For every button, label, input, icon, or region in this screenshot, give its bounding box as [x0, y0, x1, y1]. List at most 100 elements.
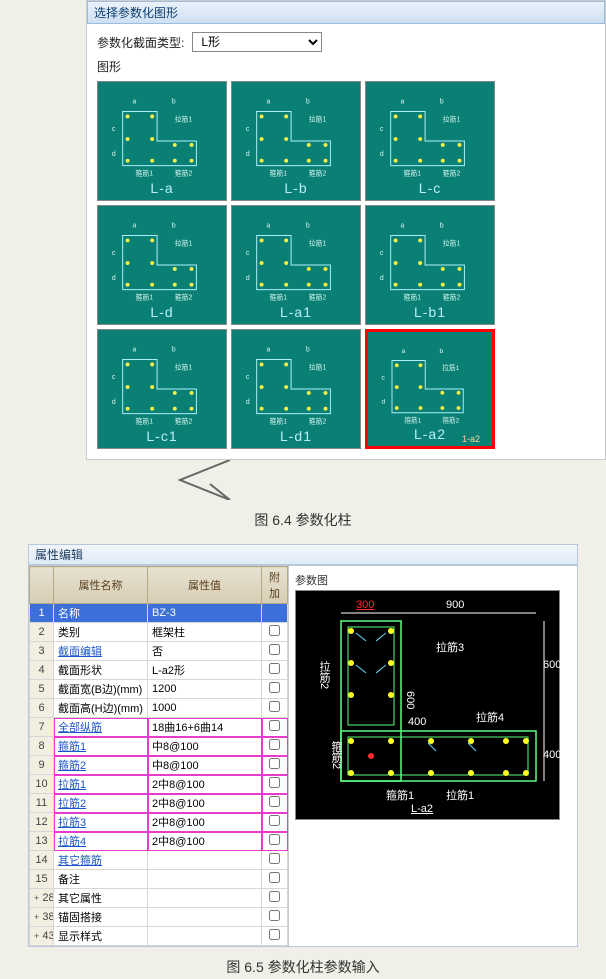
label-l5: 箍筋1 [386, 787, 414, 803]
table-row[interactable]: 15备注 [30, 870, 288, 889]
prop-name-link[interactable]: 箍筋2 [58, 760, 86, 772]
svg-text:d: d [246, 275, 250, 282]
svg-text:d: d [246, 399, 250, 406]
table-row[interactable]: 11 拉筋2 2中8@100 [30, 794, 288, 813]
shape-thumb-L-d[interactable]: ab cd 箍筋1箍筋2 拉筋1 L-d [97, 205, 227, 325]
extra-checkbox[interactable] [269, 796, 280, 807]
section-type-label: 参数化截面类型: [97, 34, 184, 51]
shape-thumb-L-c1[interactable]: ab cd 箍筋1箍筋2 拉筋1 L-c1 [97, 329, 227, 449]
prop-value[interactable]: 框架柱 [152, 627, 185, 639]
shape-thumb-L-a1[interactable]: ab cd 箍筋1箍筋2 拉筋1 L-a1 [231, 205, 361, 325]
label-l3: 拉筋3 [436, 639, 464, 655]
prop-name: 显示样式 [58, 931, 102, 943]
table-row[interactable]: 8箍筋1中8@100 [30, 737, 288, 756]
shape-thumb-L-a[interactable]: ab cd 箍筋1箍筋2 拉筋1 L-a [97, 81, 227, 201]
extra-checkbox[interactable] [269, 891, 280, 902]
row-index: 11 [30, 794, 54, 813]
extra-checkbox[interactable] [269, 758, 280, 769]
prop-value[interactable]: 18曲16+6曲14 [152, 722, 223, 734]
svg-text:a: a [133, 99, 137, 106]
prop-value[interactable]: 1000 [152, 702, 176, 714]
extra-checkbox[interactable] [269, 853, 280, 864]
prop-value[interactable]: 2中8@100 [152, 836, 205, 848]
svg-text:c: c [382, 375, 386, 382]
svg-text:c: c [112, 126, 116, 133]
prop-value[interactable]: 否 [152, 646, 163, 658]
svg-text:箍筋2: 箍筋2 [443, 292, 461, 301]
row-index: 14 [30, 851, 54, 870]
label-bottom: L-a2 [411, 803, 433, 815]
shape-thumb-L-d1[interactable]: ab cd 箍筋1箍筋2 拉筋1 L-d1 [231, 329, 361, 449]
row-index: 10 [30, 775, 54, 794]
prop-name-link[interactable]: 拉筋1 [58, 779, 86, 791]
dim-mid1: 600 [404, 691, 416, 709]
prop-value[interactable]: BZ-3 [152, 607, 176, 619]
prop-name-link[interactable]: 全部纵筋 [58, 722, 102, 734]
prop-name-link[interactable]: 截面编辑 [58, 646, 102, 658]
figure-caption-1: 图 6.4 参数化柱 [0, 510, 606, 530]
prop-value[interactable]: 中8@100 [152, 760, 199, 772]
extra-checkbox[interactable] [269, 872, 280, 883]
extra-checkbox[interactable] [269, 682, 280, 693]
header-value: 属性值 [148, 567, 262, 604]
header-extra: 附加 [262, 567, 288, 604]
table-row[interactable]: + 38锚固搭接 [30, 908, 288, 927]
svg-text:a: a [267, 223, 271, 230]
property-editor-panel: 属性编辑 属性名称 属性值 附加 1名称BZ-32类别框架柱3截面编辑否4截面形… [28, 544, 578, 947]
shape-thumb-L-a2[interactable]: ab cd 箍筋1箍筋2 拉筋1 L-a21-a2 [365, 329, 495, 449]
row-index: + 43 [30, 927, 54, 946]
extra-checkbox[interactable] [269, 834, 280, 845]
table-row[interactable]: 5截面宽(B边)(mm)1200 [30, 680, 288, 699]
table-row[interactable]: + 28其它属性 [30, 889, 288, 908]
table-row[interactable]: 1名称BZ-3 [30, 604, 288, 623]
shape-thumb-L-b1[interactable]: ab cd 箍筋1箍筋2 拉筋1 L-b1 [365, 205, 495, 325]
prop-name-link[interactable]: 拉筋4 [58, 836, 86, 848]
table-row[interactable]: 10 拉筋1 2中8@100 [30, 775, 288, 794]
prop-value[interactable]: 2中8@100 [152, 817, 205, 829]
prop-value[interactable]: 2中8@100 [152, 779, 205, 791]
row-index: 2 [30, 623, 54, 642]
table-row[interactable]: 6截面高(H边)(mm)1000 [30, 699, 288, 718]
section-type-combo[interactable]: L形 [192, 32, 322, 52]
table-row[interactable]: 13拉筋42中8@100 [30, 832, 288, 851]
prop-name-link[interactable]: 其它箍筋 [58, 855, 102, 867]
thumb-label: L-a [98, 180, 226, 196]
prop-value[interactable]: L-a2形 [152, 665, 185, 677]
prop-name-link[interactable]: 拉筋3 [58, 817, 86, 829]
extra-checkbox[interactable] [269, 739, 280, 750]
table-row[interactable]: + 43 显示样式 [30, 927, 288, 946]
table-row[interactable]: 4截面形状L-a2形 [30, 661, 288, 680]
thumb-label: L-b1 [366, 304, 494, 320]
extra-checkbox[interactable] [269, 815, 280, 826]
table-row[interactable]: 3截面编辑否 [30, 642, 288, 661]
extra-checkbox[interactable] [269, 720, 280, 731]
svg-text:c: c [380, 126, 384, 133]
table-row[interactable]: 2类别框架柱 [30, 623, 288, 642]
extra-checkbox[interactable] [269, 929, 280, 940]
prop-name-link[interactable]: 箍筋1 [58, 741, 86, 753]
prop-value[interactable]: 1200 [152, 683, 176, 695]
svg-text:a: a [401, 223, 405, 230]
extra-checkbox[interactable] [269, 777, 280, 788]
table-row[interactable]: 7全部纵筋18曲16+6曲14 [30, 718, 288, 737]
extra-checkbox[interactable] [269, 910, 280, 921]
svg-text:拉筋1: 拉筋1 [443, 114, 461, 123]
prop-name-link[interactable]: 拉筋2 [58, 798, 86, 810]
svg-text:c: c [246, 374, 250, 381]
table-row[interactable]: 9箍筋2中8@100 [30, 756, 288, 775]
prop-value[interactable]: 2中8@100 [152, 798, 205, 810]
extra-checkbox[interactable] [269, 644, 280, 655]
svg-text:拉筋1: 拉筋1 [309, 362, 327, 371]
extra-checkbox[interactable] [269, 663, 280, 674]
svg-text:a: a [267, 99, 271, 106]
prop-value[interactable]: 中8@100 [152, 741, 199, 753]
extra-checkbox[interactable] [269, 701, 280, 712]
shape-thumb-L-c[interactable]: ab cd 箍筋1箍筋2 拉筋1 L-c [365, 81, 495, 201]
svg-text:d: d [112, 275, 116, 282]
shape-thumb-L-b[interactable]: ab cd 箍筋1箍筋2 拉筋1 L-b [231, 81, 361, 201]
table-row[interactable]: 14 其它箍筋 [30, 851, 288, 870]
extra-checkbox[interactable] [269, 625, 280, 636]
label-l6: 拉筋1 [446, 787, 474, 803]
svg-text:箍筋1: 箍筋1 [135, 416, 153, 425]
table-row[interactable]: 12拉筋32中8@100 [30, 813, 288, 832]
